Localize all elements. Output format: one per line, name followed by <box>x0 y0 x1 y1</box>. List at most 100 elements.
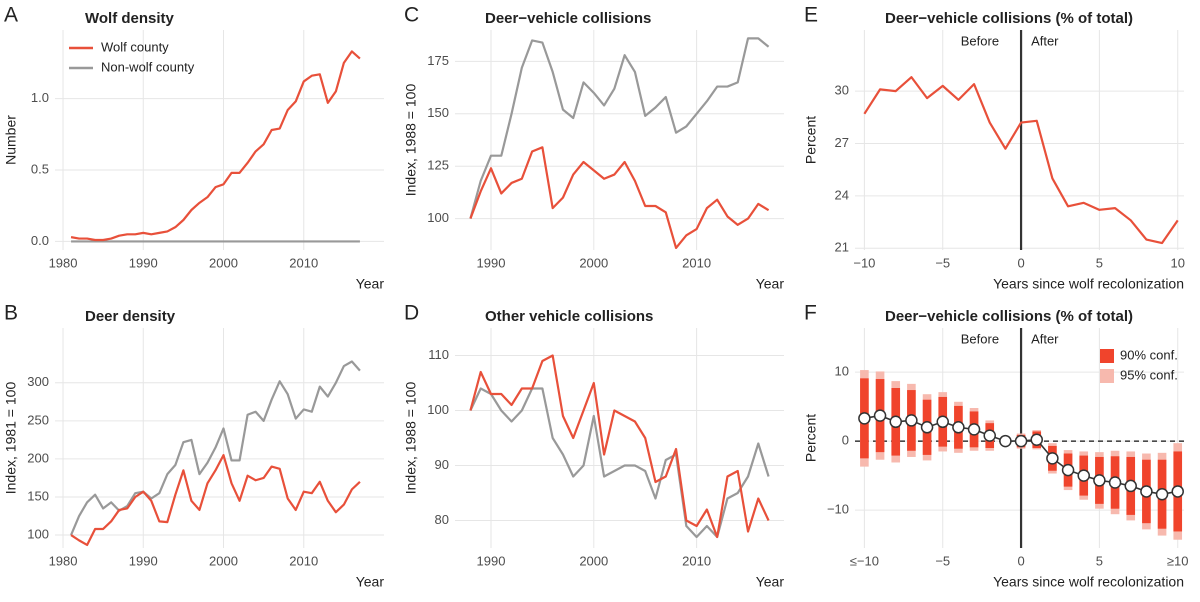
chart-title: Deer−vehicle collisions (% of total) <box>885 308 1133 325</box>
x-tick-label: 2010 <box>289 553 318 568</box>
x-tick-label: 2010 <box>289 255 318 270</box>
annotation: Before <box>961 33 999 48</box>
y-tick-label: 80 <box>435 512 449 527</box>
panel-letter: D <box>404 302 419 325</box>
y-tick-label: 90 <box>435 457 449 472</box>
x-tick-label: 2000 <box>209 553 238 568</box>
chart-title: Wolf density <box>85 10 175 27</box>
legend-label: 95% conf. <box>1120 367 1178 382</box>
panel-letter: E <box>804 4 818 27</box>
y-axis-label: Number <box>3 115 19 165</box>
y-tick-label: −10 <box>827 502 849 517</box>
y-tick-label: 21 <box>835 240 849 255</box>
y-tick-label: 0.0 <box>31 233 49 248</box>
data-line <box>469 354 770 539</box>
data-line <box>70 454 361 547</box>
x-axis-label: Year <box>756 276 785 292</box>
panel-letter: F <box>804 302 817 325</box>
estimate-point <box>1124 479 1137 493</box>
y-tick-label: 300 <box>27 374 49 389</box>
x-tick-label: 0 <box>1017 553 1024 568</box>
estimate-point <box>1061 463 1075 477</box>
x-axis-label: Year <box>756 574 785 590</box>
estimate-point <box>1077 469 1090 482</box>
x-tick-label: 1990 <box>477 255 506 270</box>
y-axis-label: Index, 1981 = 100 <box>3 382 19 495</box>
x-tick-label: 2010 <box>682 553 711 568</box>
x-axis-label: Years since wolf recolonization <box>993 574 1184 590</box>
x-tick-label: −5 <box>935 553 950 568</box>
chart-title: Deer−vehicle collisions <box>485 10 651 27</box>
data-line <box>863 76 1179 245</box>
annotation: Before <box>961 331 999 346</box>
estimate-point <box>1171 485 1184 498</box>
y-axis-label: Percent <box>803 414 819 462</box>
chart-title: Other vehicle collisions <box>485 308 653 325</box>
panel-letter: B <box>4 302 18 325</box>
x-tick-label: 2000 <box>209 255 238 270</box>
estimate-point <box>1030 433 1043 446</box>
y-tick-label: 100 <box>427 402 449 417</box>
estimate-point <box>1014 434 1028 448</box>
legend-label: 90% conf. <box>1120 347 1178 362</box>
y-tick-label: 150 <box>27 488 49 503</box>
data-line <box>469 37 770 219</box>
y-tick-label: 100 <box>27 526 49 541</box>
x-axis-label: Year <box>356 276 385 292</box>
y-tick-label: 10 <box>835 364 849 379</box>
y-tick-label: 0 <box>842 433 849 448</box>
y-tick-label: 1.0 <box>31 90 49 105</box>
estimate-point <box>952 421 965 434</box>
estimate-point <box>1155 487 1169 501</box>
x-tick-label: 1990 <box>129 553 158 568</box>
chart-title: Deer density <box>85 308 176 325</box>
estimate-point <box>936 415 949 429</box>
x-tick-label: 1990 <box>129 255 158 270</box>
y-axis-label: Index, 1988 = 100 <box>403 382 419 495</box>
estimate-point <box>999 434 1012 448</box>
x-tick-label: 1990 <box>477 553 506 568</box>
annotation: After <box>1031 33 1059 48</box>
annotation: After <box>1031 331 1059 346</box>
x-tick-label: 0 <box>1017 255 1024 270</box>
x-tick-label: 2000 <box>579 553 608 568</box>
estimate-point <box>967 423 981 436</box>
y-tick-label: 110 <box>428 347 449 362</box>
x-tick-label: 1980 <box>49 553 78 568</box>
x-tick-label: ≤−10 <box>850 553 879 568</box>
panel-letter: A <box>4 4 18 27</box>
y-tick-label: 30 <box>835 83 849 98</box>
estimate-point <box>889 415 902 429</box>
estimate-point <box>905 414 918 427</box>
estimate-point <box>983 429 996 442</box>
estimate-point <box>873 409 887 422</box>
x-tick-label: −5 <box>935 255 950 270</box>
y-tick-label: 250 <box>27 412 49 427</box>
data-line <box>469 146 770 249</box>
y-tick-label: 0.5 <box>31 161 49 176</box>
x-tick-label: 5 <box>1096 553 1103 568</box>
y-tick-label: 200 <box>27 450 49 465</box>
y-tick-label: 27 <box>835 135 849 150</box>
x-tick-label: 2010 <box>682 255 711 270</box>
x-tick-label: 10 <box>1170 255 1184 270</box>
y-tick-label: 150 <box>427 105 449 120</box>
estimate-point <box>858 412 871 425</box>
estimate-point <box>1093 474 1106 487</box>
data-line <box>70 360 361 536</box>
x-tick-label: 2000 <box>579 255 608 270</box>
data-line <box>70 50 361 242</box>
y-axis-label: Index, 1988 = 100 <box>403 84 419 197</box>
x-axis-label: Years since wolf recolonization <box>993 276 1184 292</box>
x-axis-label: Year <box>356 574 385 590</box>
chart-title: Deer−vehicle collisions (% of total) <box>885 10 1133 27</box>
estimate-point <box>1140 485 1153 498</box>
legend-swatch <box>1100 349 1114 363</box>
legend-label: Wolf county <box>101 39 169 54</box>
y-axis-label: Percent <box>803 116 819 164</box>
x-tick-label: ≥10 <box>1167 553 1189 568</box>
y-tick-label: 125 <box>427 158 449 173</box>
x-tick-label: 5 <box>1096 255 1103 270</box>
